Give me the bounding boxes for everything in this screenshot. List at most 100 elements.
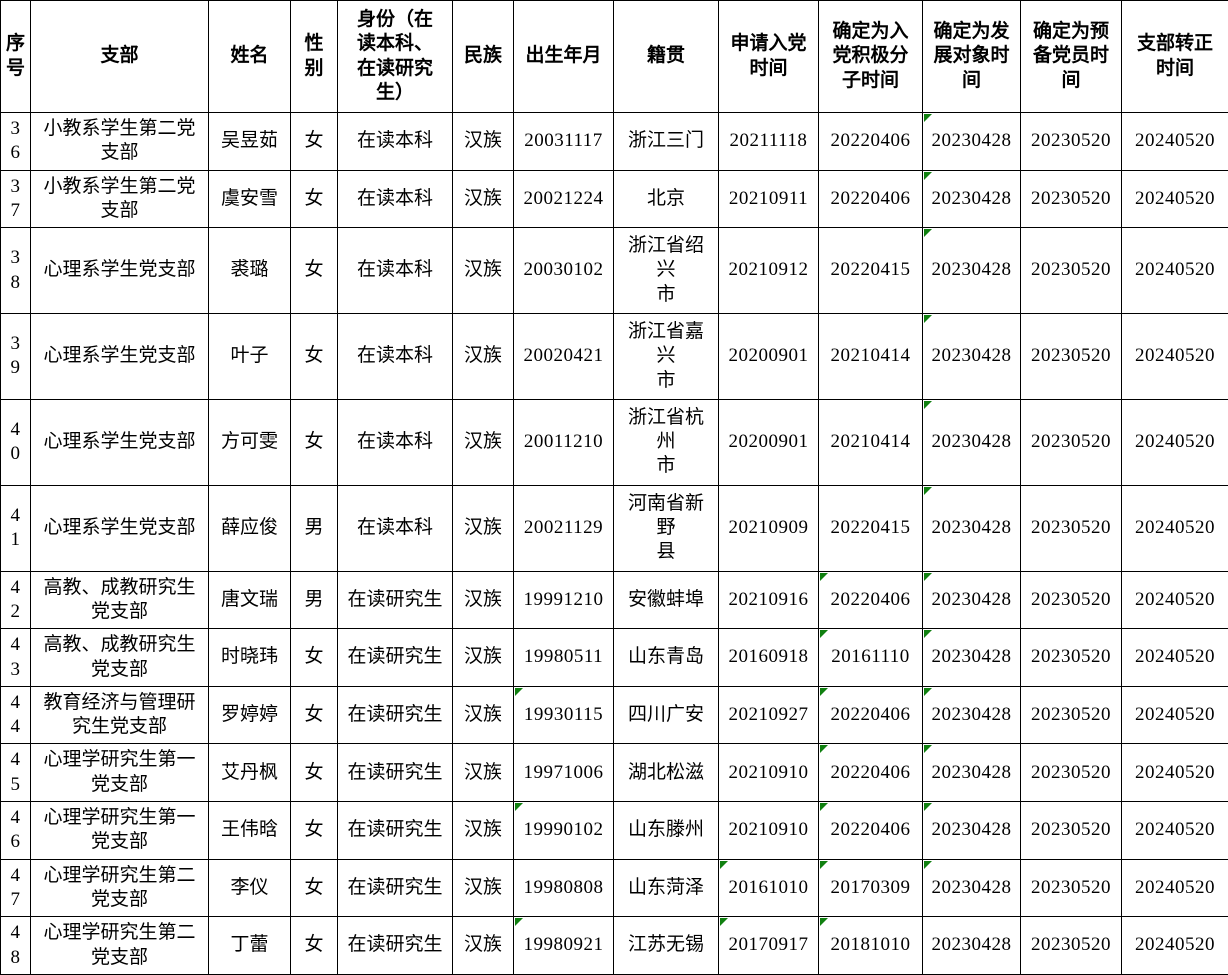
cell-origin[interactable]: 四川广安 <box>613 685 719 745</box>
cell-apply[interactable]: 20210927 <box>718 685 819 745</box>
cell-id[interactable]: 41 <box>0 484 31 572</box>
col-header-birth[interactable]: 出生年月 <box>513 0 614 113</box>
cell-id[interactable]: 36 <box>0 112 31 171</box>
col-header-dev[interactable]: 确定为发 展对象时 间 <box>922 0 1021 113</box>
cell-dev[interactable]: 20230428 <box>922 916 1021 975</box>
cell-branch[interactable]: 心理学研究生第一 党支部 <box>30 743 209 803</box>
cell-id[interactable]: 46 <box>0 801 31 860</box>
cell-activist[interactable]: 20210414 <box>818 313 923 400</box>
cell-id[interactable]: 44 <box>0 685 31 745</box>
cell-origin[interactable]: 浙江省杭州 市 <box>613 398 719 486</box>
cell-id[interactable]: 42 <box>0 570 31 630</box>
cell-branch[interactable]: 小教系学生第二党 支部 <box>30 112 209 171</box>
cell-probation[interactable]: 20230520 <box>1020 112 1122 171</box>
cell-branch[interactable]: 心理学研究生第一 党支部 <box>30 801 209 860</box>
cell-confirm[interactable]: 20240520 <box>1121 227 1228 315</box>
cell-name[interactable]: 吴昱茹 <box>208 112 291 171</box>
cell-branch[interactable]: 教育经济与管理研 究生党支部 <box>30 685 209 745</box>
cell-ethnicity[interactable]: 汉族 <box>452 801 514 860</box>
col-header-identity[interactable]: 身份（在 读本科、 在读研究 生） <box>337 0 453 113</box>
cell-dev[interactable]: 20230428 <box>922 484 1021 572</box>
cell-branch[interactable]: 心理系学生党支部 <box>30 227 209 315</box>
cell-ethnicity[interactable]: 汉族 <box>452 685 514 745</box>
cell-origin[interactable]: 江苏无锡 <box>613 916 719 975</box>
cell-birth[interactable]: 20021224 <box>513 169 614 229</box>
cell-branch[interactable]: 心理系学生党支部 <box>30 398 209 486</box>
cell-branch[interactable]: 心理学研究生第二 党支部 <box>30 916 209 975</box>
cell-name[interactable]: 时晓玮 <box>208 628 291 687</box>
cell-id[interactable]: 48 <box>0 916 31 975</box>
cell-branch[interactable]: 小教系学生第二党 支部 <box>30 169 209 229</box>
cell-birth[interactable]: 19980511 <box>513 628 614 687</box>
col-header-branch[interactable]: 支部 <box>30 0 209 113</box>
cell-name[interactable]: 王伟晗 <box>208 801 291 860</box>
cell-id[interactable]: 40 <box>0 398 31 486</box>
col-header-id[interactable]: 序 号 <box>0 0 31 113</box>
cell-ethnicity[interactable]: 汉族 <box>452 628 514 687</box>
cell-identity[interactable]: 在读研究生 <box>337 916 453 975</box>
cell-name[interactable]: 薛应俊 <box>208 484 291 572</box>
cell-confirm[interactable]: 20240520 <box>1121 169 1228 229</box>
cell-ethnicity[interactable]: 汉族 <box>452 112 514 171</box>
cell-birth[interactable]: 20011210 <box>513 398 614 486</box>
cell-gender[interactable]: 女 <box>290 313 338 400</box>
cell-identity[interactable]: 在读研究生 <box>337 858 453 918</box>
cell-birth[interactable]: 20021129 <box>513 484 614 572</box>
cell-branch[interactable]: 高教、成教研究生 党支部 <box>30 570 209 630</box>
cell-activist[interactable]: 20220406 <box>818 112 923 171</box>
cell-activist[interactable]: 20181010 <box>818 916 923 975</box>
cell-apply[interactable]: 20161010 <box>718 858 819 918</box>
cell-id[interactable]: 45 <box>0 743 31 803</box>
cell-branch[interactable]: 心理系学生党支部 <box>30 484 209 572</box>
cell-ethnicity[interactable]: 汉族 <box>452 570 514 630</box>
cell-gender[interactable]: 女 <box>290 227 338 315</box>
cell-name[interactable]: 罗婷婷 <box>208 685 291 745</box>
cell-probation[interactable]: 20230520 <box>1020 398 1122 486</box>
cell-probation[interactable]: 20230520 <box>1020 916 1122 975</box>
cell-id[interactable]: 47 <box>0 858 31 918</box>
cell-ethnicity[interactable]: 汉族 <box>452 858 514 918</box>
cell-activist[interactable]: 20170309 <box>818 858 923 918</box>
cell-name[interactable]: 方可雯 <box>208 398 291 486</box>
cell-origin[interactable]: 浙江三门 <box>613 112 719 171</box>
cell-confirm[interactable]: 20240520 <box>1121 743 1228 803</box>
cell-activist[interactable]: 20220406 <box>818 801 923 860</box>
cell-origin[interactable]: 山东滕州 <box>613 801 719 860</box>
cell-name[interactable]: 李仪 <box>208 858 291 918</box>
cell-gender[interactable]: 女 <box>290 628 338 687</box>
cell-name[interactable]: 叶子 <box>208 313 291 400</box>
cell-birth[interactable]: 19980808 <box>513 858 614 918</box>
cell-activist[interactable]: 20220415 <box>818 484 923 572</box>
cell-activist[interactable]: 20220406 <box>818 685 923 745</box>
cell-activist[interactable]: 20220415 <box>818 227 923 315</box>
cell-activist[interactable]: 20220406 <box>818 570 923 630</box>
cell-identity[interactable]: 在读研究生 <box>337 801 453 860</box>
cell-branch[interactable]: 心理系学生党支部 <box>30 313 209 400</box>
cell-name[interactable]: 裘璐 <box>208 227 291 315</box>
cell-dev[interactable]: 20230428 <box>922 628 1021 687</box>
col-header-name[interactable]: 姓名 <box>208 0 291 113</box>
cell-branch[interactable]: 心理学研究生第二 党支部 <box>30 858 209 918</box>
cell-dev[interactable]: 20230428 <box>922 743 1021 803</box>
cell-id[interactable]: 43 <box>0 628 31 687</box>
cell-gender[interactable]: 女 <box>290 169 338 229</box>
cell-identity[interactable]: 在读研究生 <box>337 570 453 630</box>
cell-ethnicity[interactable]: 汉族 <box>452 169 514 229</box>
cell-apply[interactable]: 20210909 <box>718 484 819 572</box>
cell-identity[interactable]: 在读研究生 <box>337 743 453 803</box>
cell-probation[interactable]: 20230520 <box>1020 685 1122 745</box>
cell-ethnicity[interactable]: 汉族 <box>452 227 514 315</box>
cell-dev[interactable]: 20230428 <box>922 398 1021 486</box>
cell-apply[interactable]: 20210912 <box>718 227 819 315</box>
cell-identity[interactable]: 在读本科 <box>337 313 453 400</box>
cell-id[interactable]: 38 <box>0 227 31 315</box>
cell-ethnicity[interactable]: 汉族 <box>452 313 514 400</box>
cell-confirm[interactable]: 20240520 <box>1121 398 1228 486</box>
cell-identity[interactable]: 在读本科 <box>337 112 453 171</box>
cell-probation[interactable]: 20230520 <box>1020 484 1122 572</box>
cell-origin[interactable]: 浙江省绍兴 市 <box>613 227 719 315</box>
col-header-apply[interactable]: 申请入党 时间 <box>718 0 819 113</box>
cell-probation[interactable]: 20230520 <box>1020 743 1122 803</box>
cell-name[interactable]: 唐文瑞 <box>208 570 291 630</box>
cell-origin[interactable]: 湖北松滋 <box>613 743 719 803</box>
